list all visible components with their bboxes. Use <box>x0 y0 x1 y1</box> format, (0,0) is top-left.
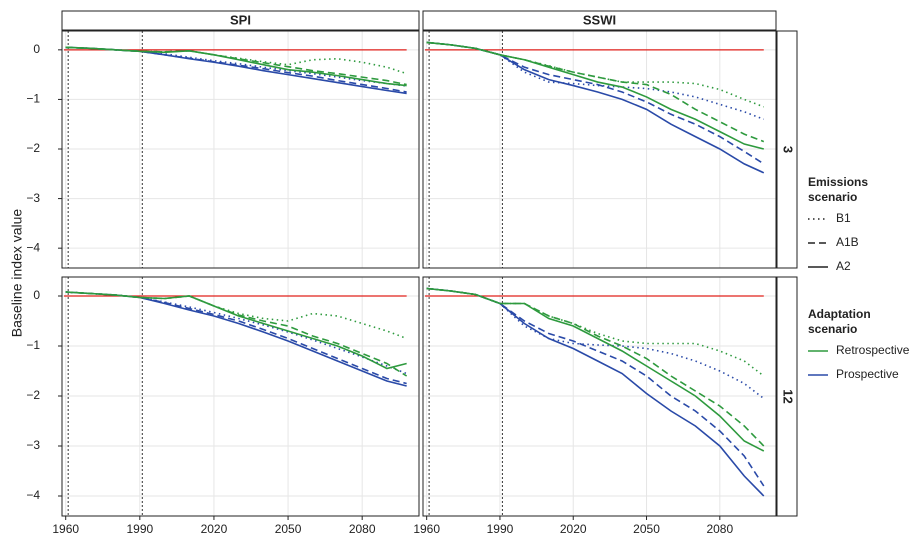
legend-label: A2 <box>836 259 851 273</box>
x-tick-label: 2020 <box>560 522 587 536</box>
series-line <box>426 41 764 150</box>
strip-box <box>776 276 798 517</box>
series-line <box>65 291 407 375</box>
series-line <box>65 46 407 75</box>
column-strip-label: SPI <box>230 12 251 27</box>
series-line <box>65 46 407 87</box>
row-strip-label: 12 <box>781 389 796 403</box>
panel-border <box>61 30 420 269</box>
legend-title: scenario <box>808 190 857 204</box>
panel-border <box>61 276 420 517</box>
plot-area <box>64 277 408 516</box>
legend-label: B1 <box>836 211 851 225</box>
y-axis-label: Baseline index value <box>9 209 25 338</box>
x-tick-label: 2080 <box>349 522 376 536</box>
x-tick-label: 2080 <box>706 522 733 536</box>
legend-label: A1B <box>836 235 859 249</box>
legend-title: Emissions <box>808 175 868 189</box>
legend-title: scenario <box>808 322 857 336</box>
x-tick-label: 2050 <box>633 522 660 536</box>
legend-title: Adaptation <box>808 307 871 321</box>
y-tick-label: 0 <box>33 42 40 56</box>
panel-border <box>422 276 777 517</box>
panel-border <box>422 30 777 269</box>
y-tick-label: −1 <box>26 338 40 352</box>
y-tick-label: −3 <box>26 438 40 452</box>
y-tick-label: 0 <box>33 288 40 302</box>
series-line <box>65 46 407 87</box>
series-line <box>426 287 765 400</box>
y-tick-label: −3 <box>26 191 40 205</box>
x-tick-label: 2020 <box>201 522 228 536</box>
y-tick-label: −2 <box>26 141 40 155</box>
x-tick-label: 1990 <box>487 522 514 536</box>
strip-box <box>61 10 420 31</box>
row-strip-label: 3 <box>781 146 796 153</box>
x-tick-label: 2050 <box>275 522 302 536</box>
y-tick-label: −4 <box>26 488 40 502</box>
x-tick-label: 1990 <box>126 522 153 536</box>
series-line <box>426 287 765 377</box>
legend-label: Prospective <box>836 367 899 381</box>
x-tick-label: 1960 <box>413 522 440 536</box>
column-strip-label: SSWI <box>583 12 616 27</box>
series-line <box>426 287 765 452</box>
x-tick-label: 1960 <box>52 522 79 536</box>
plot-area <box>425 31 765 268</box>
strip-box <box>776 30 798 269</box>
plot-area <box>64 31 407 268</box>
y-tick-label: −1 <box>26 92 40 106</box>
y-tick-label: −4 <box>26 240 40 254</box>
y-tick-label: −2 <box>26 388 40 402</box>
series-line <box>426 41 765 121</box>
plot-area <box>425 277 765 516</box>
series-line <box>65 291 407 340</box>
strip-box <box>422 10 777 31</box>
series-line <box>65 291 407 370</box>
legend-label: Retrospective <box>836 343 910 357</box>
